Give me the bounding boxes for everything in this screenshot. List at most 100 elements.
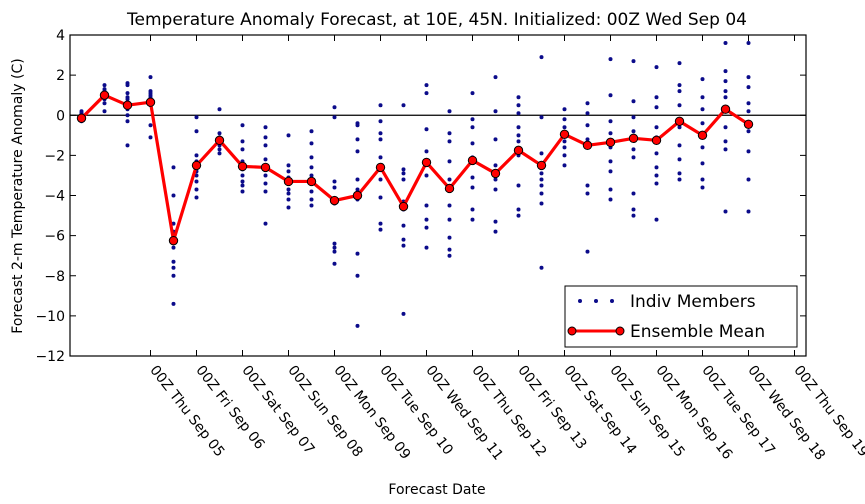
member-point	[217, 131, 222, 136]
member-point	[309, 165, 314, 170]
member-point	[447, 159, 452, 164]
member-point	[562, 163, 567, 168]
member-point	[378, 131, 383, 136]
member-point	[447, 131, 452, 136]
member-point	[332, 245, 337, 250]
member-point	[424, 127, 429, 132]
member-point	[654, 217, 659, 222]
member-point	[401, 177, 406, 182]
member-point	[171, 165, 176, 170]
member-point	[516, 95, 521, 100]
member-point	[539, 55, 544, 60]
ensemble-mean-point	[697, 130, 708, 141]
member-point	[424, 203, 429, 208]
member-point	[631, 207, 636, 212]
member-point	[493, 109, 498, 114]
member-point	[700, 185, 705, 190]
ensemble-mean-series	[76, 90, 754, 246]
ensemble-mean-point	[329, 195, 340, 206]
ensemble-mean-point	[168, 235, 179, 246]
member-point	[562, 125, 567, 130]
legend-circle-marker	[615, 326, 625, 336]
member-point	[654, 105, 659, 110]
member-point	[355, 123, 360, 128]
member-point	[125, 83, 130, 88]
member-point	[631, 115, 636, 120]
member-point	[286, 133, 291, 138]
ensemble-mean-point	[605, 137, 616, 148]
legend: Indiv Members Ensemble Mean	[564, 285, 798, 348]
member-point	[723, 209, 728, 214]
member-point	[309, 173, 314, 178]
legend-dot-marker	[578, 299, 582, 303]
member-point	[608, 159, 613, 164]
member-point	[355, 273, 360, 278]
member-point	[125, 143, 130, 148]
member-point	[401, 103, 406, 108]
member-point	[401, 243, 406, 248]
legend-dot-marker	[610, 299, 614, 303]
member-point	[148, 123, 153, 128]
member-point	[700, 107, 705, 112]
ensemble-mean-point	[674, 116, 685, 126]
member-point	[240, 179, 245, 184]
member-point	[171, 221, 176, 226]
member-point	[263, 221, 268, 226]
member-point	[171, 259, 176, 264]
member-point	[654, 165, 659, 170]
member-point	[125, 97, 130, 102]
member-point	[240, 123, 245, 128]
member-point	[447, 253, 452, 258]
member-point	[677, 157, 682, 162]
member-point	[309, 141, 314, 146]
member-point	[355, 187, 360, 192]
member-point	[309, 197, 314, 202]
ensemble-mean-point	[743, 119, 754, 129]
member-point	[470, 117, 475, 122]
member-point	[424, 83, 429, 88]
member-point	[493, 187, 498, 192]
member-point	[401, 167, 406, 172]
y-tick-label: 4	[56, 28, 65, 44]
y-tick-label: −4	[44, 189, 65, 205]
member-point	[309, 203, 314, 208]
member-point	[240, 173, 245, 178]
member-point	[447, 177, 452, 182]
member-point	[240, 139, 245, 144]
member-point	[700, 161, 705, 166]
y-tick-label: 0	[56, 108, 65, 124]
plot-area	[69, 34, 807, 357]
member-point	[746, 75, 751, 80]
member-point	[585, 123, 590, 128]
member-point	[539, 115, 544, 120]
member-point	[194, 187, 199, 192]
member-point	[585, 183, 590, 188]
member-point	[516, 207, 521, 212]
ensemble-mean-point	[513, 145, 524, 156]
ensemble-mean-point	[444, 183, 455, 194]
member-point	[608, 131, 613, 136]
member-point	[102, 83, 107, 88]
ensemble-mean-point	[306, 176, 317, 187]
ensemble-mean-point	[559, 129, 570, 140]
member-point	[286, 169, 291, 174]
member-point	[723, 147, 728, 152]
ensemble-mean-point	[375, 162, 386, 173]
ensemble-mean-point	[720, 104, 731, 114]
member-point	[631, 59, 636, 64]
member-point	[585, 111, 590, 116]
y-tick-label: −12	[35, 349, 65, 365]
ensemble-mean-point	[536, 160, 547, 171]
y-axis: −12 −10 −8 −6 −4 −2 0 2 4	[35, 28, 806, 365]
member-point	[539, 201, 544, 206]
member-point	[148, 135, 153, 140]
member-point	[562, 145, 567, 150]
member-point	[631, 213, 636, 218]
member-point	[263, 157, 268, 162]
member-point	[125, 113, 130, 118]
member-point	[424, 225, 429, 230]
legend-label-ensemble-mean: Ensemble Mean	[630, 322, 765, 342]
member-point	[424, 245, 429, 250]
member-point	[217, 151, 222, 156]
